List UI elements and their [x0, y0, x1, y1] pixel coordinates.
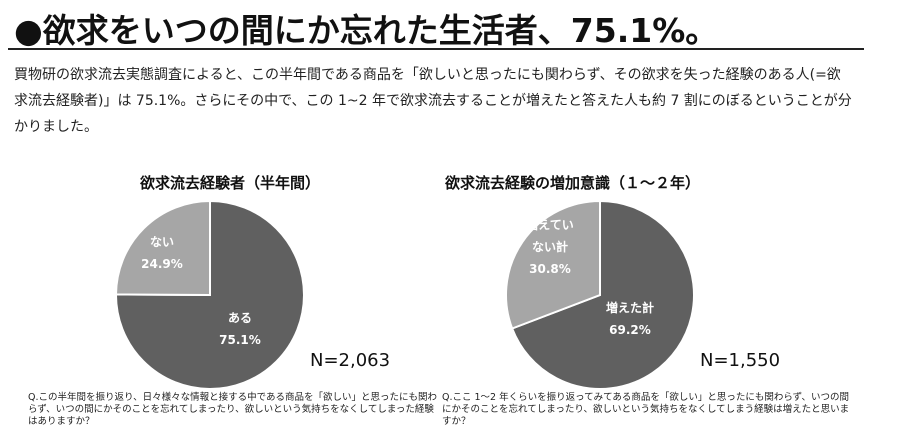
sample-size-experience: N=2,063 — [310, 350, 391, 371]
chart-title-experience: 欲求流去経験者（半年間） — [140, 174, 321, 192]
slice-label-group: 増えた計 69.2% — [606, 300, 654, 337]
slice-value-label: 30.8% — [529, 262, 571, 276]
pie-slice-major — [115, 199, 305, 390]
slice-label-group: ある 75.1% — [219, 311, 261, 347]
slice-category-label: 増えてい — [526, 217, 573, 232]
slice-value-label: 69.2% — [609, 323, 651, 337]
pie-slice-minor — [505, 199, 601, 330]
question-increase: Q.ここ 1～2 年くらいを振り返ってみてある商品を「欲しい」と思ったにも関わら… — [442, 392, 850, 427]
page-headline: ●欲求をいつの間にか忘れた生活者、75.1%。 — [14, 11, 719, 50]
chart-title-increase: 欲求流去経験の増加意識（１～２年） — [445, 174, 701, 192]
slice-label-group: ない 24.9% — [141, 235, 183, 271]
question-experience: Q.この半年間を振り返り、日々様々な情報と接する中である商品を「欲しい」と思った… — [28, 392, 438, 427]
intro-paragraph: 買物研の欲求流去実態調査によると、この半年間である商品を「欲しいと思ったにも関わ… — [14, 67, 852, 135]
headline-rule — [8, 48, 864, 50]
slice-category-label: ない計 — [532, 239, 568, 254]
pie-slice-minor — [114, 199, 211, 297]
sample-size-increase: N=1,550 — [700, 350, 781, 371]
slice-category-label: ある — [228, 311, 252, 325]
slice-value-label: 24.9% — [141, 257, 183, 271]
slice-value-label: 75.1% — [219, 333, 261, 347]
slice-category-label: ない — [150, 235, 174, 249]
pie-slice-major — [510, 199, 695, 390]
slice-category-label: 増えた計 — [606, 300, 654, 315]
pie-chart-experience: ある 75.1% ない 24.9% — [114, 199, 305, 390]
